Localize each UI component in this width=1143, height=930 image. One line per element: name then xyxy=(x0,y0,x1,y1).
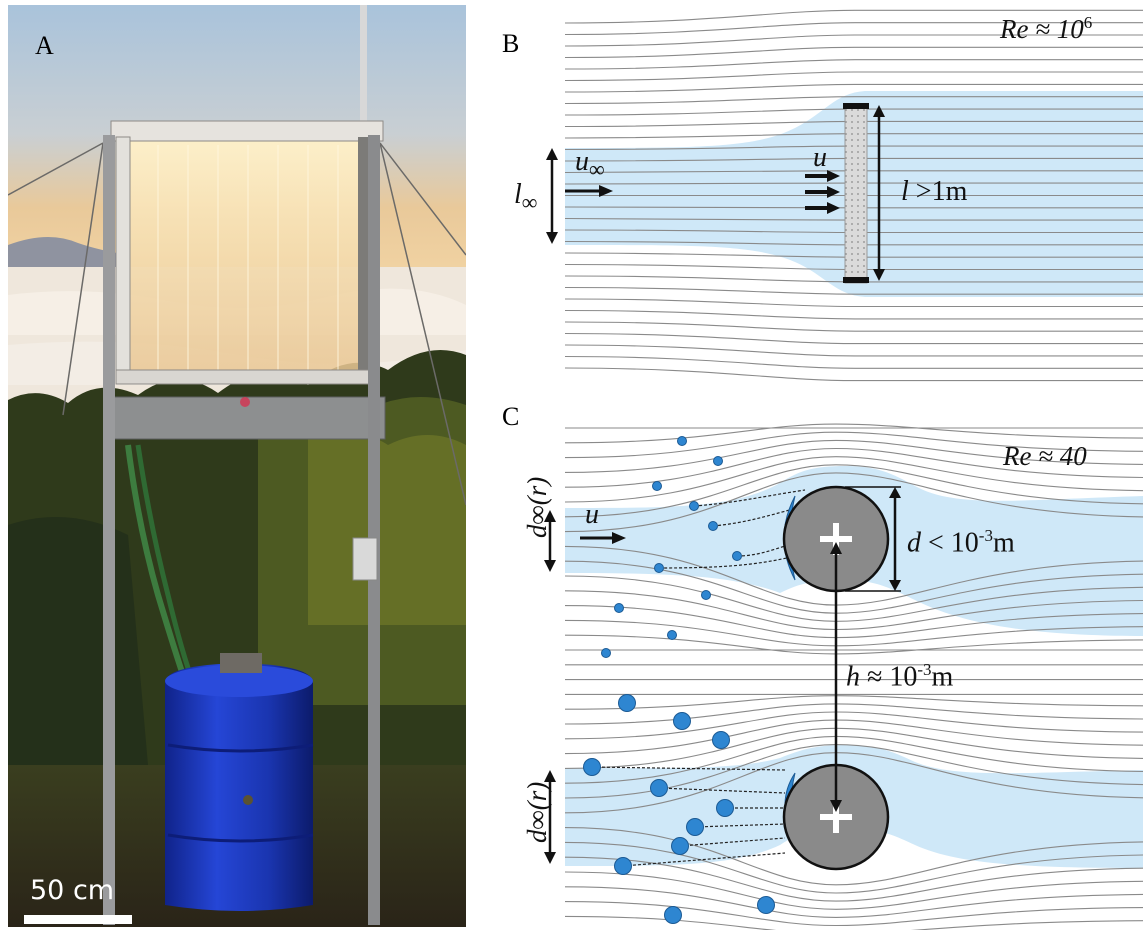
streamline xyxy=(564,71,1143,82)
streamline xyxy=(564,9,1143,24)
streamline xyxy=(564,229,1143,234)
streamline xyxy=(564,108,1143,116)
streamline xyxy=(564,423,1143,444)
streamline xyxy=(564,22,1143,36)
streamline xyxy=(564,856,1143,902)
scale-bar-label: 50 cm xyxy=(30,875,115,906)
streamline xyxy=(564,120,1143,128)
streamline xyxy=(564,634,1143,655)
streamline xyxy=(564,431,1143,459)
streamline xyxy=(564,96,1143,105)
streamline xyxy=(564,263,1143,271)
reynolds-number-b: Re ≈ 106 xyxy=(1000,13,1093,44)
fiber-spacing-label: h ≈ 10-3m xyxy=(846,660,954,693)
streamline xyxy=(564,286,1143,295)
streamline xyxy=(564,332,1143,345)
streamline xyxy=(564,901,1143,927)
fog-harvester-photo: A 50 cm xyxy=(8,5,466,927)
streamline xyxy=(564,182,1143,185)
streamline xyxy=(564,915,1143,930)
reynolds-number-c: Re ≈ 40 xyxy=(1003,441,1087,471)
streamline xyxy=(564,871,1143,910)
streamline xyxy=(564,133,1143,139)
streamline xyxy=(564,46,1143,59)
mesh-length-label: l >1m xyxy=(901,176,968,207)
streamline xyxy=(564,695,1143,710)
streamline xyxy=(564,252,1143,258)
panel-a-letter: A xyxy=(35,31,54,60)
scale-bar xyxy=(24,915,132,924)
streamline xyxy=(564,298,1143,308)
streamline xyxy=(564,309,1143,320)
streamline xyxy=(564,240,1143,246)
inflow-velocity-label: u∞ xyxy=(575,146,605,182)
streamline xyxy=(564,34,1143,47)
velocity-label-c: u xyxy=(585,499,599,530)
streamline xyxy=(564,217,1143,221)
streamline xyxy=(564,355,1143,369)
streamline xyxy=(564,275,1143,283)
streamline xyxy=(564,464,1143,518)
streamline xyxy=(564,711,1143,740)
mesh-velocity-label: u xyxy=(813,142,827,173)
streamline xyxy=(564,321,1143,332)
capture-width-label-bottom: d∞(r) xyxy=(522,781,552,843)
streamline xyxy=(564,456,1143,503)
streamline xyxy=(564,83,1143,93)
streamline xyxy=(564,886,1143,918)
streamline xyxy=(564,59,1143,70)
panel-c-letter: C xyxy=(502,402,520,431)
streamline xyxy=(564,344,1143,357)
streamline xyxy=(564,472,1143,533)
streamline xyxy=(564,170,1143,174)
streamline xyxy=(564,439,1143,473)
streamline xyxy=(564,157,1143,162)
fiber-diameter-label: d < 10-3m xyxy=(907,526,1015,559)
streamline xyxy=(564,145,1143,151)
fiber-flow-diagram: C Re ≈ 40 u d∞(r) d∞(r) d < 10-3m h ≈ 10… xyxy=(495,402,1143,930)
streamline xyxy=(564,447,1143,488)
capture-width-label-top: d∞(r) xyxy=(522,476,552,538)
streamline xyxy=(564,367,1143,382)
panel-b-letter: B xyxy=(502,29,520,58)
inflow-width-label: l∞ xyxy=(514,179,538,215)
mesh-flow-diagram: B Re ≈ 106 u∞ l∞ u l >1m xyxy=(495,5,1143,405)
